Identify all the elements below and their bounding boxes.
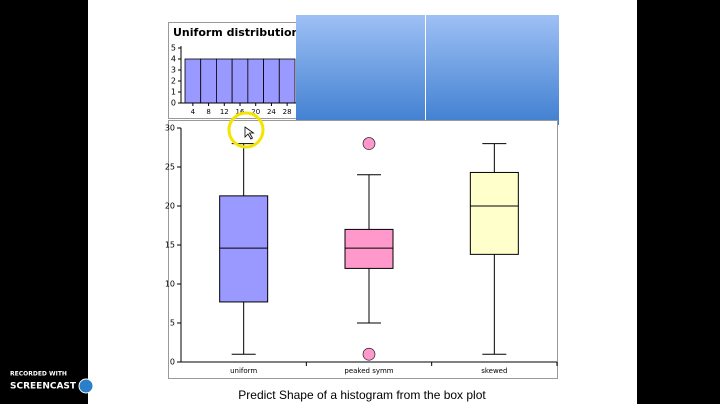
overlay-panel	[426, 15, 559, 125]
bar	[184, 58, 202, 104]
x-tick-label: 12	[220, 108, 229, 116]
y-tick-label: 4	[171, 55, 176, 64]
watermark-logo	[78, 378, 94, 394]
outlier	[362, 347, 376, 361]
watermark: MATIC	[95, 382, 127, 392]
bar	[278, 58, 296, 104]
box	[219, 195, 269, 303]
y-tick-label: 2	[171, 77, 176, 86]
boxplot: 0 5 10 15 20 25 30 uniform peaked symm skewed	[165, 124, 558, 375]
x-tick-label: skewed	[481, 367, 507, 375]
bar	[263, 58, 280, 104]
y-tick-label: 1	[171, 88, 176, 97]
y-tick-label: 5	[171, 44, 176, 53]
x-tick-label: 16	[236, 108, 245, 116]
box	[344, 228, 394, 269]
y-tick-label: 20	[165, 202, 175, 211]
outlier	[362, 137, 376, 150]
x-tick-label: 8	[206, 108, 210, 116]
cursor-highlight	[227, 111, 265, 149]
x-tick-label: 24	[267, 108, 276, 116]
y-tick-label: 30	[165, 124, 175, 133]
bar	[247, 58, 264, 104]
y-tick-label: 25	[165, 163, 175, 172]
box	[469, 171, 519, 255]
caption: Predict Shape of a histogram from the bo…	[238, 388, 486, 402]
histogram-title: Uniform distribution	[173, 26, 299, 39]
x-tick-label: 20	[251, 108, 260, 116]
x-tick-label: 28	[283, 108, 292, 116]
x-tick-label: 4	[191, 108, 196, 116]
y-tick-label: 15	[165, 241, 175, 250]
watermark: RECORDED WITH	[10, 371, 67, 378]
cursor	[244, 126, 255, 140]
bar	[216, 58, 233, 104]
y-tick-label: 10	[165, 280, 175, 289]
watermark: SCREENCAST	[10, 382, 77, 392]
x-tick-label: uniform	[230, 367, 257, 375]
bar	[231, 58, 249, 104]
y-tick-label: 0	[170, 358, 175, 367]
bar	[200, 58, 217, 104]
y-tick-label: 5	[170, 319, 175, 328]
overlay-panel	[296, 15, 425, 125]
y-tick-label: 0	[171, 99, 176, 108]
x-tick-label: peaked symm	[344, 367, 393, 375]
y-tick-label: 3	[171, 66, 176, 75]
